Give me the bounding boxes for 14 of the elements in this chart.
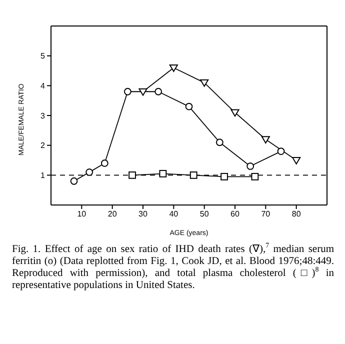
- y-tick-label: 4: [40, 82, 46, 91]
- x-tick-label: 80: [292, 210, 302, 219]
- y-tick-label: 5: [40, 52, 46, 61]
- x-tick-label: 10: [77, 210, 87, 219]
- x-tick-label: 30: [138, 210, 148, 219]
- y-tick-label: 3: [40, 111, 46, 120]
- x-tick-label: 20: [108, 210, 118, 219]
- x-tick-label: 70: [261, 210, 271, 219]
- x-tick-label: 50: [200, 210, 210, 219]
- x-tick-label: 40: [169, 210, 179, 219]
- text: Fig. 1. Effect of age on sex ratio of IHD death rates (∇),$^{7}$ median serum ferritin (o) (Data replotted from Fig. 1, Cook JD, et al. Blood 1976;48:449. Reproduced with permission), and total plasma cholesterol (□)$^{8}$ in representative populations in United States.: [12, 242, 334, 291]
- y-tick-label: 2: [40, 141, 46, 150]
- x-tick-label: 60: [230, 210, 240, 219]
- y-tick-label: 1: [40, 171, 46, 180]
